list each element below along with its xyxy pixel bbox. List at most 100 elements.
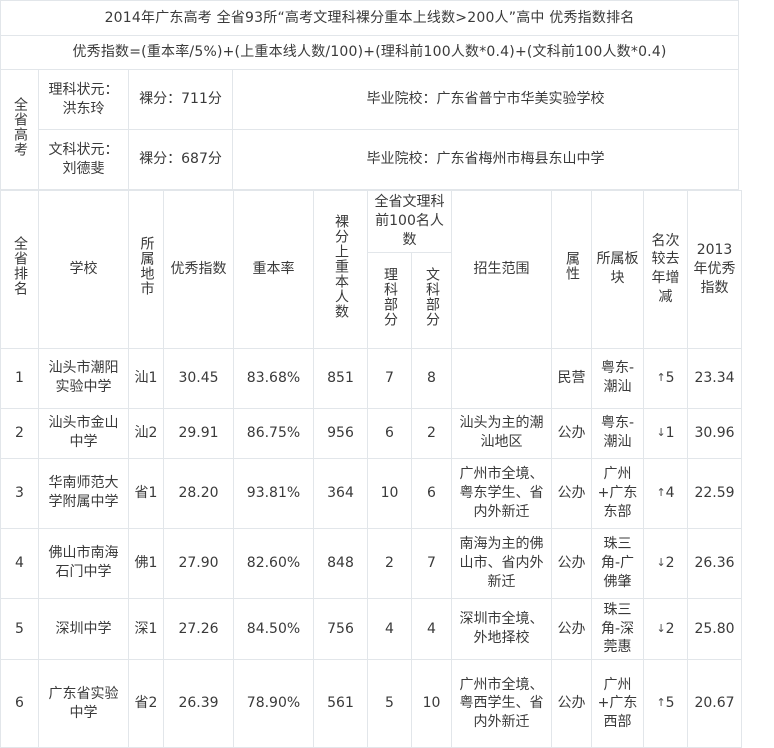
col-header-block: 所属板块 xyxy=(591,190,645,349)
cell-rank: 2 xyxy=(0,407,39,459)
page-title: 2014年广东高考 全省93所“高考文理科裸分重本上线数>200人”高中 优秀指… xyxy=(0,0,740,36)
province-exam-label-text: 全省高考 xyxy=(11,96,28,157)
arts-champion-score: 裸分：687分 xyxy=(128,129,233,190)
cell-scope: 南海为主的佛山市、省内外新迁 xyxy=(451,527,553,599)
cell-index-2013: 23.34 xyxy=(687,347,743,409)
province-exam-label: 全省高考 xyxy=(0,69,39,190)
arrow-down-icon: ↓ xyxy=(656,621,666,635)
cell-block: 珠三角-广佛肇 xyxy=(591,527,645,599)
cell-attribute: 民营 xyxy=(551,347,593,409)
cell-attribute: 公办 xyxy=(551,457,593,529)
cell-city: 省1 xyxy=(128,457,164,529)
cell-rate: 93.81% xyxy=(233,457,314,529)
cell-rate: 86.75% xyxy=(233,407,314,459)
cell-index: 27.26 xyxy=(163,597,234,661)
cell-rank-change-value: 5 xyxy=(665,369,675,386)
table-header-row-bottom: 理科部分 文科部分 xyxy=(1,251,742,349)
header-table: 2014年广东高考 全省93所“高考文理科裸分重本上线数>200人”高中 优秀指… xyxy=(0,0,740,190)
cell-rank: 1 xyxy=(0,347,39,409)
cell-rate: 82.60% xyxy=(233,527,314,599)
cell-block: 广州+广东东部 xyxy=(591,457,645,529)
cell-naked-count: 364 xyxy=(313,457,368,529)
arrow-up-icon: ↑ xyxy=(656,696,666,710)
cell-top100-science: 4 xyxy=(367,597,412,661)
cell-scope: 汕头为主的潮汕地区 xyxy=(451,407,553,459)
formula-text: 优秀指数=(重本率/5%)+(上重本线人数/100)+(理科前100人数*0.4… xyxy=(0,35,740,70)
cell-naked-count: 956 xyxy=(313,407,368,459)
cell-index: 30.45 xyxy=(163,347,234,409)
cell-top100-science: 7 xyxy=(367,347,412,409)
cell-attribute: 公办 xyxy=(551,597,593,661)
arts-champion-name: 文科状元：刘德斐 xyxy=(38,129,129,190)
col-header-school: 学校 xyxy=(38,190,129,349)
cell-city: 汕2 xyxy=(128,407,164,459)
cell-school: 汕头市潮阳实验中学 xyxy=(38,347,129,409)
col-header-index: 优秀指数 xyxy=(163,190,234,349)
cell-top100-arts: 8 xyxy=(410,347,453,409)
table-header-row-top: 全省排名 学校 所属地市 优秀指数 重本率 裸分上重本人数 全省文理科前100名… xyxy=(0,190,743,349)
cell-scope: 广州市全境、粤东学生、省内外新迁 xyxy=(451,457,553,529)
cell-school: 佛山市南海石门中学 xyxy=(38,527,129,599)
cell-top100-science: 5 xyxy=(367,659,412,748)
arts-champion-school: 毕业院校：广东省梅州市梅县东山中学 xyxy=(231,129,740,190)
cell-rank-change-value: 2 xyxy=(665,620,675,637)
science-champion-score: 裸分：711分 xyxy=(128,69,233,130)
cell-block: 珠三角-深莞惠 xyxy=(591,597,645,661)
cell-rank-change: ↓2 xyxy=(643,527,689,599)
col-header-top100-group: 全省文理科前100名人数 xyxy=(366,190,453,253)
col-header-top100-arts: 文科部分 xyxy=(410,251,453,349)
col-header-rate: 重本率 xyxy=(233,190,314,349)
cell-school: 汕头市金山中学 xyxy=(38,407,129,459)
province-champion-row-science: 全省高考 理科状元：洪东玲 裸分：711分 毕业院校：广东省普宁市华美实验学校 xyxy=(0,69,740,190)
cell-block: 粤东-潮汕 xyxy=(591,407,645,459)
cell-rate: 84.50% xyxy=(233,597,314,661)
cell-scope: 广州市全境、粤西学生、省内外新迁 xyxy=(451,659,553,748)
arrow-up-icon: ↑ xyxy=(656,370,666,384)
cell-index: 28.20 xyxy=(163,457,234,529)
table-row: 6 广东省实验中学 省2 26.39 78.90% 561 5 10 广州市全境… xyxy=(0,659,743,748)
cell-naked-count: 561 xyxy=(313,659,368,748)
cell-rank-change: ↑5 xyxy=(643,347,689,409)
cell-city: 佛1 xyxy=(128,527,164,599)
arrow-down-icon: ↓ xyxy=(656,425,666,439)
arrow-down-icon: ↓ xyxy=(656,555,666,569)
title-row: 2014年广东高考 全省93所“高考文理科裸分重本上线数>200人”高中 优秀指… xyxy=(0,0,740,36)
cell-index-2013: 25.80 xyxy=(687,597,743,661)
cell-rank-change: ↓2 xyxy=(643,597,689,661)
cell-top100-science: 6 xyxy=(367,407,412,459)
cell-block: 粤东-潮汕 xyxy=(591,347,645,409)
cell-city: 省2 xyxy=(128,659,164,748)
col-header-rank-change: 名次较去年增减 xyxy=(643,190,689,349)
cell-city: 深1 xyxy=(128,597,164,661)
cell-rank: 5 xyxy=(0,597,39,661)
cell-rank-change-value: 2 xyxy=(665,554,675,571)
cell-rate: 78.90% xyxy=(233,659,314,748)
cell-school: 广东省实验中学 xyxy=(38,659,129,748)
cell-rank-change-value: 4 xyxy=(665,484,675,501)
cell-top100-arts: 6 xyxy=(410,457,453,529)
table-row: 4 佛山市南海石门中学 佛1 27.90 82.60% 848 2 7 南海为主… xyxy=(0,527,743,599)
cell-scope: 深圳市全境、外地择校 xyxy=(451,597,553,661)
cell-top100-science: 10 xyxy=(367,457,412,529)
cell-attribute: 公办 xyxy=(551,527,593,599)
cell-index-2013: 30.96 xyxy=(687,407,743,459)
col-header-scope: 招生范围 xyxy=(451,190,553,349)
table-row: 1 汕头市潮阳实验中学 汕1 30.45 83.68% 851 7 8 民营 粤… xyxy=(0,347,743,409)
col-header-naked-count: 裸分上重本人数 xyxy=(313,190,368,349)
cell-index: 29.91 xyxy=(163,407,234,459)
cell-top100-arts: 7 xyxy=(410,527,453,599)
col-header-index-2013: 2013年优秀指数 xyxy=(687,190,743,349)
cell-top100-science: 2 xyxy=(367,527,412,599)
cell-rank-change: ↓1 xyxy=(643,407,689,459)
arrow-up-icon: ↑ xyxy=(656,485,666,499)
science-champion-school: 毕业院校：广东省普宁市华美实验学校 xyxy=(231,69,740,130)
cell-school: 深圳中学 xyxy=(38,597,129,661)
cell-attribute: 公办 xyxy=(551,407,593,459)
cell-block: 广州+广东西部 xyxy=(591,659,645,748)
table-row: 5 深圳中学 深1 27.26 84.50% 756 4 4 深圳市全境、外地择… xyxy=(0,597,743,661)
cell-naked-count: 756 xyxy=(313,597,368,661)
cell-naked-count: 851 xyxy=(313,347,368,409)
cell-index-2013: 26.36 xyxy=(687,527,743,599)
cell-index: 27.90 xyxy=(163,527,234,599)
cell-rank: 6 xyxy=(0,659,39,748)
